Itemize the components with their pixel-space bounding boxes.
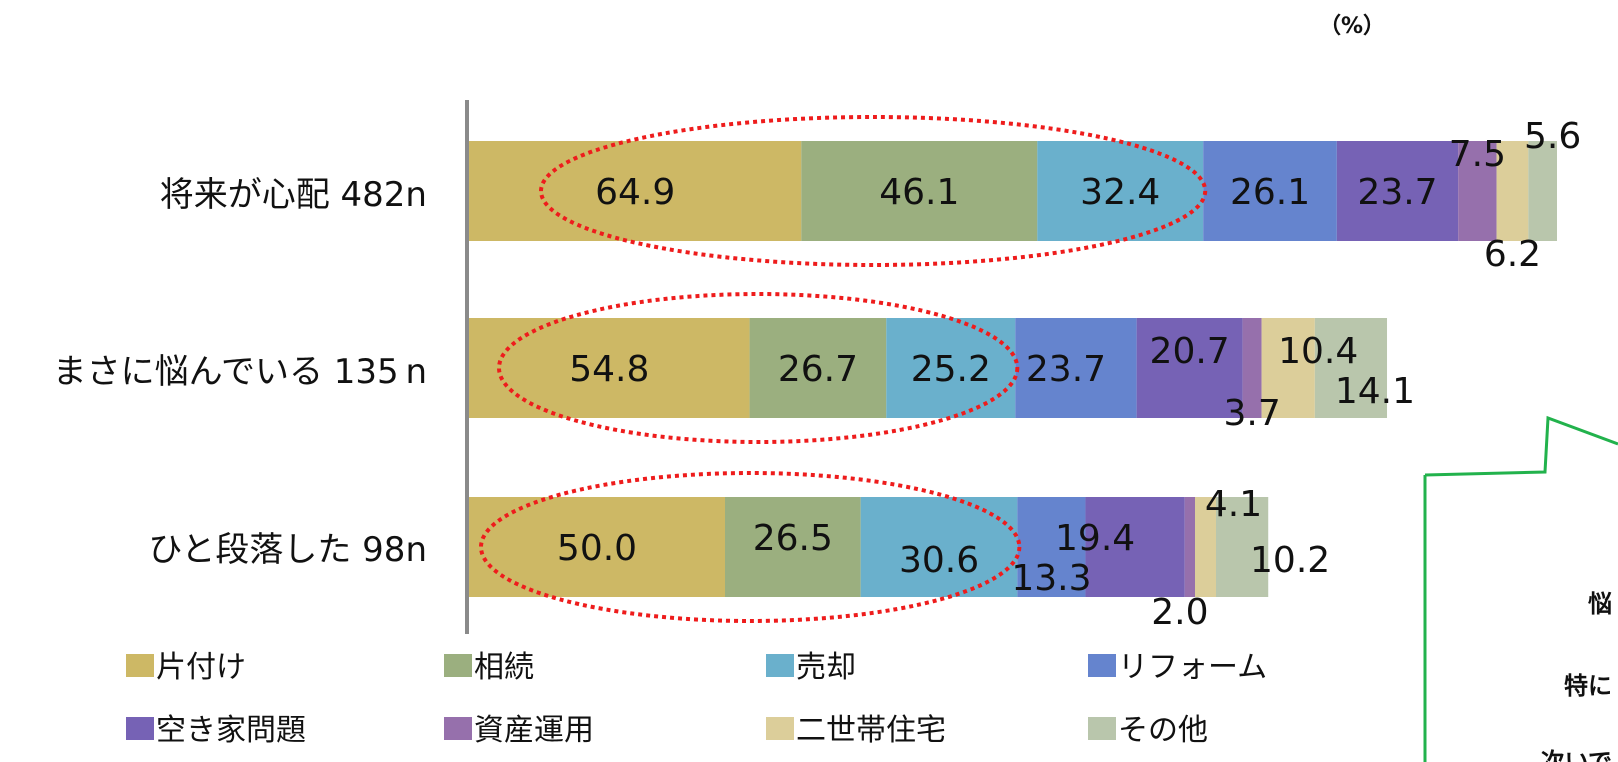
legend-swatch bbox=[126, 654, 154, 677]
legend-item: 空き家問題 bbox=[156, 713, 306, 748]
bars bbox=[469, 141, 1557, 597]
bar-segment bbox=[886, 318, 1016, 418]
bar-segment bbox=[725, 497, 861, 597]
legend-item: 資産運用 bbox=[474, 713, 594, 748]
legend-swatch bbox=[1088, 717, 1116, 740]
data-label: 26.5 bbox=[753, 518, 833, 559]
category-label: 将来が心配 482n bbox=[160, 175, 427, 215]
highlight-ellipse bbox=[539, 115, 1208, 267]
bar-segment bbox=[1216, 497, 1269, 597]
data-label: 19.4 bbox=[1055, 518, 1135, 559]
legend-item: その他 bbox=[1118, 713, 1208, 748]
data-label: 26.1 bbox=[1230, 172, 1310, 213]
legend-item: 相続 bbox=[474, 650, 534, 685]
legend-swatch bbox=[444, 717, 472, 740]
legend-item: 片付け bbox=[156, 650, 246, 685]
bar-segment bbox=[1314, 318, 1388, 418]
bar-segment bbox=[1528, 141, 1557, 241]
bar-segment bbox=[1195, 497, 1217, 597]
legend-swatch bbox=[444, 654, 472, 677]
data-label: 13.3 bbox=[1011, 558, 1091, 599]
category-labels: 将来が心配 482n まさに悩んでいる 135 n ひと段落した 98n bbox=[53, 175, 427, 570]
legend-item: 二世帯住宅 bbox=[796, 713, 946, 748]
data-label: 32.4 bbox=[1080, 172, 1160, 213]
data-label: 6.2 bbox=[1484, 234, 1541, 275]
data-label: 5.6 bbox=[1524, 116, 1581, 157]
callout-line-1: 悩 bbox=[1588, 590, 1612, 618]
data-label: 30.6 bbox=[899, 540, 979, 581]
bar-segment bbox=[1261, 318, 1315, 418]
data-label: 20.7 bbox=[1150, 331, 1230, 372]
bar-segment bbox=[801, 141, 1038, 241]
bar-segment bbox=[1017, 497, 1086, 597]
bar-segment bbox=[1203, 141, 1337, 241]
bar-segment bbox=[469, 318, 750, 418]
data-label: 7.5 bbox=[1449, 134, 1506, 175]
legend-item: リフォーム bbox=[1118, 650, 1267, 685]
bar-segment bbox=[1496, 141, 1529, 241]
data-label: 64.9 bbox=[595, 172, 675, 213]
data-label: 25.2 bbox=[911, 349, 991, 390]
category-label: まさに悩んでいる 135 n bbox=[53, 352, 427, 392]
data-label: 54.8 bbox=[569, 349, 649, 390]
data-label: 3.7 bbox=[1223, 393, 1280, 434]
bar-segment bbox=[1242, 318, 1262, 418]
bar-segment bbox=[749, 318, 887, 418]
unit-label: （%） bbox=[1319, 14, 1385, 39]
data-label: 46.1 bbox=[879, 172, 959, 213]
legend-swatch bbox=[1088, 654, 1116, 677]
category-label: ひと段落した 98n bbox=[148, 530, 427, 570]
legend-swatch bbox=[126, 717, 154, 740]
bar-segment bbox=[1136, 318, 1243, 418]
data-label: 23.7 bbox=[1026, 349, 1106, 390]
bar-segment bbox=[469, 497, 725, 597]
data-label: 4.1 bbox=[1205, 484, 1262, 525]
callout-pointer bbox=[1424, 415, 1618, 477]
bar-segment bbox=[1085, 497, 1185, 597]
data-label: 23.7 bbox=[1357, 172, 1437, 213]
highlight-ellipse bbox=[496, 292, 1020, 444]
bar-segment bbox=[1015, 318, 1137, 418]
bar-segment bbox=[1458, 141, 1497, 241]
legend-swatch bbox=[766, 717, 794, 740]
data-label: 50.0 bbox=[557, 528, 637, 569]
bar-segment bbox=[1184, 497, 1196, 597]
data-label: 10.2 bbox=[1250, 540, 1330, 581]
bar-segment bbox=[1037, 141, 1204, 241]
bar-segment bbox=[1336, 141, 1459, 241]
callout-box: 悩 特に 次いで bbox=[1423, 415, 1618, 762]
callout-line-2: 特に bbox=[1564, 672, 1612, 700]
value-labels: 64.9 46.1 32.4 26.1 23.7 7.5 6.2 5.6 54.8 26.7 25.… bbox=[557, 116, 1581, 633]
data-label: 2.0 bbox=[1151, 592, 1208, 633]
data-label: 26.7 bbox=[778, 349, 858, 390]
highlight-ellipse bbox=[479, 471, 1022, 623]
callout-line-3: 次いで bbox=[1541, 748, 1612, 762]
legend-item: 売却 bbox=[796, 650, 856, 685]
highlight-ellipses bbox=[479, 115, 1208, 623]
data-label: 10.4 bbox=[1278, 331, 1358, 372]
legend-swatch bbox=[766, 654, 794, 677]
bar-segment bbox=[469, 141, 802, 241]
data-label: 14.1 bbox=[1335, 371, 1415, 412]
